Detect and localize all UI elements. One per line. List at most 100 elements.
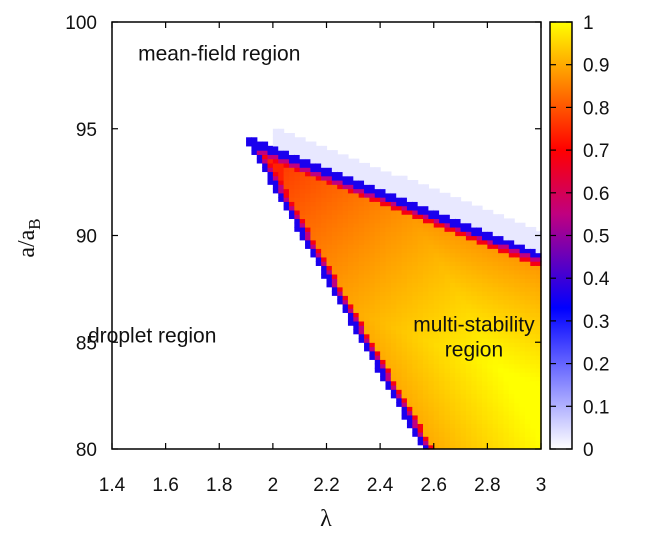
heatmap-cell [519, 444, 526, 450]
heatmap-cell [364, 286, 370, 292]
heatmap-cell [417, 231, 424, 237]
heatmap-cell [337, 205, 344, 211]
heatmap-cell [433, 440, 440, 446]
heatmap-cell [535, 329, 542, 335]
heatmap-cell [519, 235, 526, 241]
heatmap-cell [482, 440, 488, 446]
heatmap-cell [471, 244, 478, 249]
heatmap-cell [342, 269, 349, 275]
heatmap-cell [439, 372, 446, 378]
heatmap-cell [503, 402, 510, 407]
heatmap-cell [492, 444, 499, 450]
heatmap-cell [412, 273, 419, 279]
heatmap-cell [347, 214, 354, 220]
heatmap-cell [390, 192, 397, 198]
heatmap-cell [492, 393, 499, 399]
heatmap-cell [305, 158, 312, 164]
heatmap-cell [535, 239, 542, 245]
heatmap-cell [530, 248, 537, 254]
heatmap-cell [465, 436, 472, 442]
heatmap-cell [433, 252, 440, 258]
heatmap-cell [412, 226, 419, 232]
heatmap-cell [476, 380, 483, 386]
heatmap-cell [455, 265, 462, 271]
heatmap-cell [315, 261, 322, 266]
heatmap-cell [412, 316, 419, 322]
heatmap-cell [406, 239, 413, 245]
heatmap-cell [412, 419, 419, 424]
heatmap-cell [519, 312, 526, 318]
heatmap-cell [444, 363, 451, 369]
heatmap-cell [353, 295, 360, 301]
heatmap-cell [439, 312, 446, 318]
heatmap-cell [524, 291, 531, 296]
heatmap-cell [310, 158, 317, 164]
heatmap-cell [369, 355, 376, 360]
heatmap-cell [417, 256, 424, 262]
heatmap-cell [471, 303, 478, 309]
heatmap-cell [492, 372, 499, 378]
heatmap-cell [369, 320, 376, 326]
heatmap-cell [364, 218, 370, 224]
heatmap-cell [331, 235, 338, 241]
heatmap-cell [423, 184, 429, 190]
heatmap-cell [492, 218, 499, 224]
heatmap-cell [508, 239, 515, 245]
heatmap-cell [380, 226, 387, 232]
heatmap-cell [476, 261, 483, 266]
heatmap-cell [433, 312, 440, 318]
heatmap-cell [498, 397, 505, 403]
heatmap-cell [444, 329, 451, 335]
heatmap-cell [514, 355, 521, 360]
heatmap-cell [476, 239, 483, 245]
heatmap-cell [412, 209, 419, 215]
heatmap-cell [401, 389, 408, 395]
heatmap-cell [492, 286, 499, 292]
heatmap-cell [465, 244, 472, 249]
heatmap-cell [487, 359, 494, 365]
heatmap-cell [385, 273, 392, 279]
heatmap-cell [439, 333, 446, 339]
heatmap-cell [412, 367, 419, 373]
heatmap-cell [503, 244, 510, 249]
heatmap-cell [455, 308, 462, 313]
heatmap-cell [439, 423, 446, 429]
heatmap-cell [492, 333, 499, 339]
heatmap-cell [498, 286, 505, 292]
heatmap-cell [347, 192, 354, 198]
heatmap-cell [460, 376, 467, 382]
heatmap-cell [428, 209, 435, 215]
heatmap-cell [487, 286, 494, 292]
heatmap-cell [406, 286, 413, 292]
heatmap-cell [487, 278, 494, 284]
heatmap-cell [385, 295, 392, 301]
heatmap-cell [439, 342, 446, 348]
heatmap-cell [455, 218, 462, 224]
heatmap-cell [492, 406, 499, 412]
heatmap-cell [358, 171, 365, 177]
heatmap-cell [396, 273, 403, 279]
heatmap-cell [471, 350, 478, 356]
heatmap-cell [406, 325, 413, 331]
heatmap-cell [423, 329, 429, 335]
heatmap-cell [498, 273, 505, 279]
heatmap-cell [299, 158, 306, 164]
heatmap-cell [482, 278, 488, 284]
heatmap-cell [358, 252, 365, 258]
x-tick-label: 2 [268, 475, 279, 496]
heatmap-cell [423, 389, 429, 395]
heatmap-cell [272, 175, 279, 181]
heatmap-cell [460, 214, 467, 220]
heatmap-cell [358, 248, 365, 254]
heatmap-cell [278, 167, 285, 173]
heatmap-cell [433, 423, 440, 429]
heatmap-cell [487, 235, 494, 241]
heatmap-cell [498, 244, 505, 249]
heatmap-cell [476, 440, 483, 446]
heatmap-cell [417, 380, 424, 386]
heatmap-cell [417, 295, 424, 301]
heatmap-cell [535, 436, 542, 442]
heatmap-cell [390, 308, 397, 313]
heatmap-cell [492, 325, 499, 331]
heatmap-cell [358, 205, 365, 211]
